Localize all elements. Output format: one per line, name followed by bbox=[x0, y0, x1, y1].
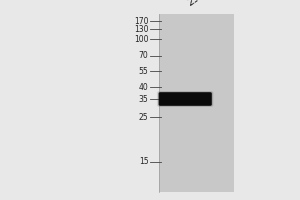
FancyBboxPatch shape bbox=[158, 91, 213, 107]
Text: 40: 40 bbox=[139, 83, 148, 92]
Text: 25: 25 bbox=[139, 112, 148, 121]
Text: 130: 130 bbox=[134, 24, 148, 33]
FancyBboxPatch shape bbox=[157, 91, 214, 107]
Text: 293: 293 bbox=[186, 0, 207, 8]
Text: 35: 35 bbox=[139, 95, 148, 104]
Bar bbox=[159, 14, 234, 192]
FancyBboxPatch shape bbox=[158, 92, 212, 106]
Text: 100: 100 bbox=[134, 34, 148, 44]
Text: 170: 170 bbox=[134, 17, 148, 25]
Text: 70: 70 bbox=[139, 51, 148, 60]
FancyBboxPatch shape bbox=[159, 92, 212, 106]
Text: 55: 55 bbox=[139, 66, 148, 75]
Text: 15: 15 bbox=[139, 158, 148, 166]
